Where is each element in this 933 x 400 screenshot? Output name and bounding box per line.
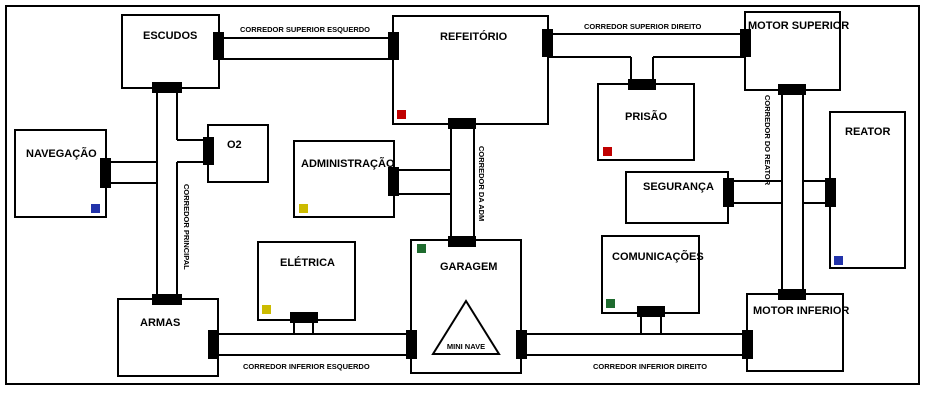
marker-blue-navegacao [91,204,100,213]
label-corredor-da-adm: CORREDOR DA ADM [477,146,486,221]
label-escudos: ESCUDOS [143,30,197,42]
mini-nave-label: MINI NAVE [447,342,485,351]
door-garagem-right[interactable] [516,330,527,359]
markers [91,110,843,314]
door-eletrica-bottom[interactable] [290,312,318,323]
label-corredor-superior-esquerdo: CORREDOR SUPERIOR ESQUERDO [240,25,370,34]
label-reator: REATOR [845,126,890,138]
door-motor-inferior-left[interactable] [742,330,753,359]
door-garagem-top[interactable] [448,236,476,247]
ship-outline [5,5,920,385]
door-motor-superior-bottom[interactable] [778,84,806,95]
room-navegacao[interactable] [14,129,107,218]
room-comunicacoes[interactable] [601,235,700,314]
label-o2: O2 [227,139,242,151]
marker-yellow-administracao [299,204,308,213]
room-eletrica[interactable] [257,241,356,321]
door-motor-inferior-top[interactable] [778,289,806,300]
doors [100,29,836,359]
marker-red-refeitorio [397,110,406,119]
label-motor-superior: MOTOR SUPERIOR [748,20,849,32]
label-comunicacoes: COMUNICAÇÕES [612,250,704,263]
door-armas-right[interactable] [208,330,219,359]
door-refeitorio-left[interactable] [388,32,399,60]
marker-blue-reator [834,256,843,265]
marker-red-prisao [603,147,612,156]
room-escudos[interactable] [121,14,220,89]
label-garagem: GARAGEM [440,261,497,273]
door-seguranca-right[interactable] [723,178,734,207]
door-comunicacoes-bottom[interactable] [637,306,665,317]
label-armas: ARMAS [140,317,180,329]
label-seguranca: SEGURANÇA [643,181,714,193]
label-motor-inferior: MOTOR INFERIOR [753,305,849,317]
door-armas-top[interactable] [152,294,182,305]
label-corredor-principal: CORREDOR PRINCIPAL [182,184,191,270]
label-corredor-superior-direito: CORREDOR SUPERIOR DIREITO [584,22,702,31]
door-motor-superior-left[interactable] [740,29,751,57]
door-navegacao-right[interactable] [100,158,111,188]
label-corredor-do-reator: CORREDOR DO REATOR [763,95,772,186]
corridors [110,33,830,356]
room-o2[interactable] [207,124,269,183]
door-prisao-top[interactable] [628,79,656,90]
door-administracao-right[interactable] [388,167,399,196]
marker-yellow-eletrica [262,305,271,314]
label-navegacao: NAVEGAÇÃO [26,147,97,160]
door-o2-left[interactable] [203,137,214,165]
door-refeitorio-right[interactable] [542,29,553,57]
room-refeitorio[interactable] [392,15,549,125]
door-reator-left[interactable] [825,178,836,207]
label-eletrica: ELÉTRICA [280,256,335,269]
label-corredor-inferior-direito: CORREDOR INFERIOR DIREITO [593,362,707,371]
label-prisao: PRISÃO [625,110,668,123]
marker-green-garagem [417,244,426,253]
marker-green-comunicacoes [606,299,615,308]
label-corredor-inferior-esquerdo: CORREDOR INFERIOR ESQUERDO [243,362,370,371]
door-escudos-right[interactable] [213,32,224,60]
room-reator[interactable] [829,111,906,269]
door-garagem-left[interactable] [406,330,417,359]
label-administracao: ADMINISTRAÇÃO [301,157,395,170]
door-refeitorio-bottom[interactable] [448,118,476,129]
room-seguranca[interactable] [625,171,729,224]
room-administracao[interactable] [293,140,395,218]
mini-nave-triangle[interactable] [431,299,501,355]
label-refeitorio: REFEITÓRIO [440,30,508,43]
door-escudos-bottom[interactable] [152,82,182,93]
room-armas[interactable] [117,298,219,377]
